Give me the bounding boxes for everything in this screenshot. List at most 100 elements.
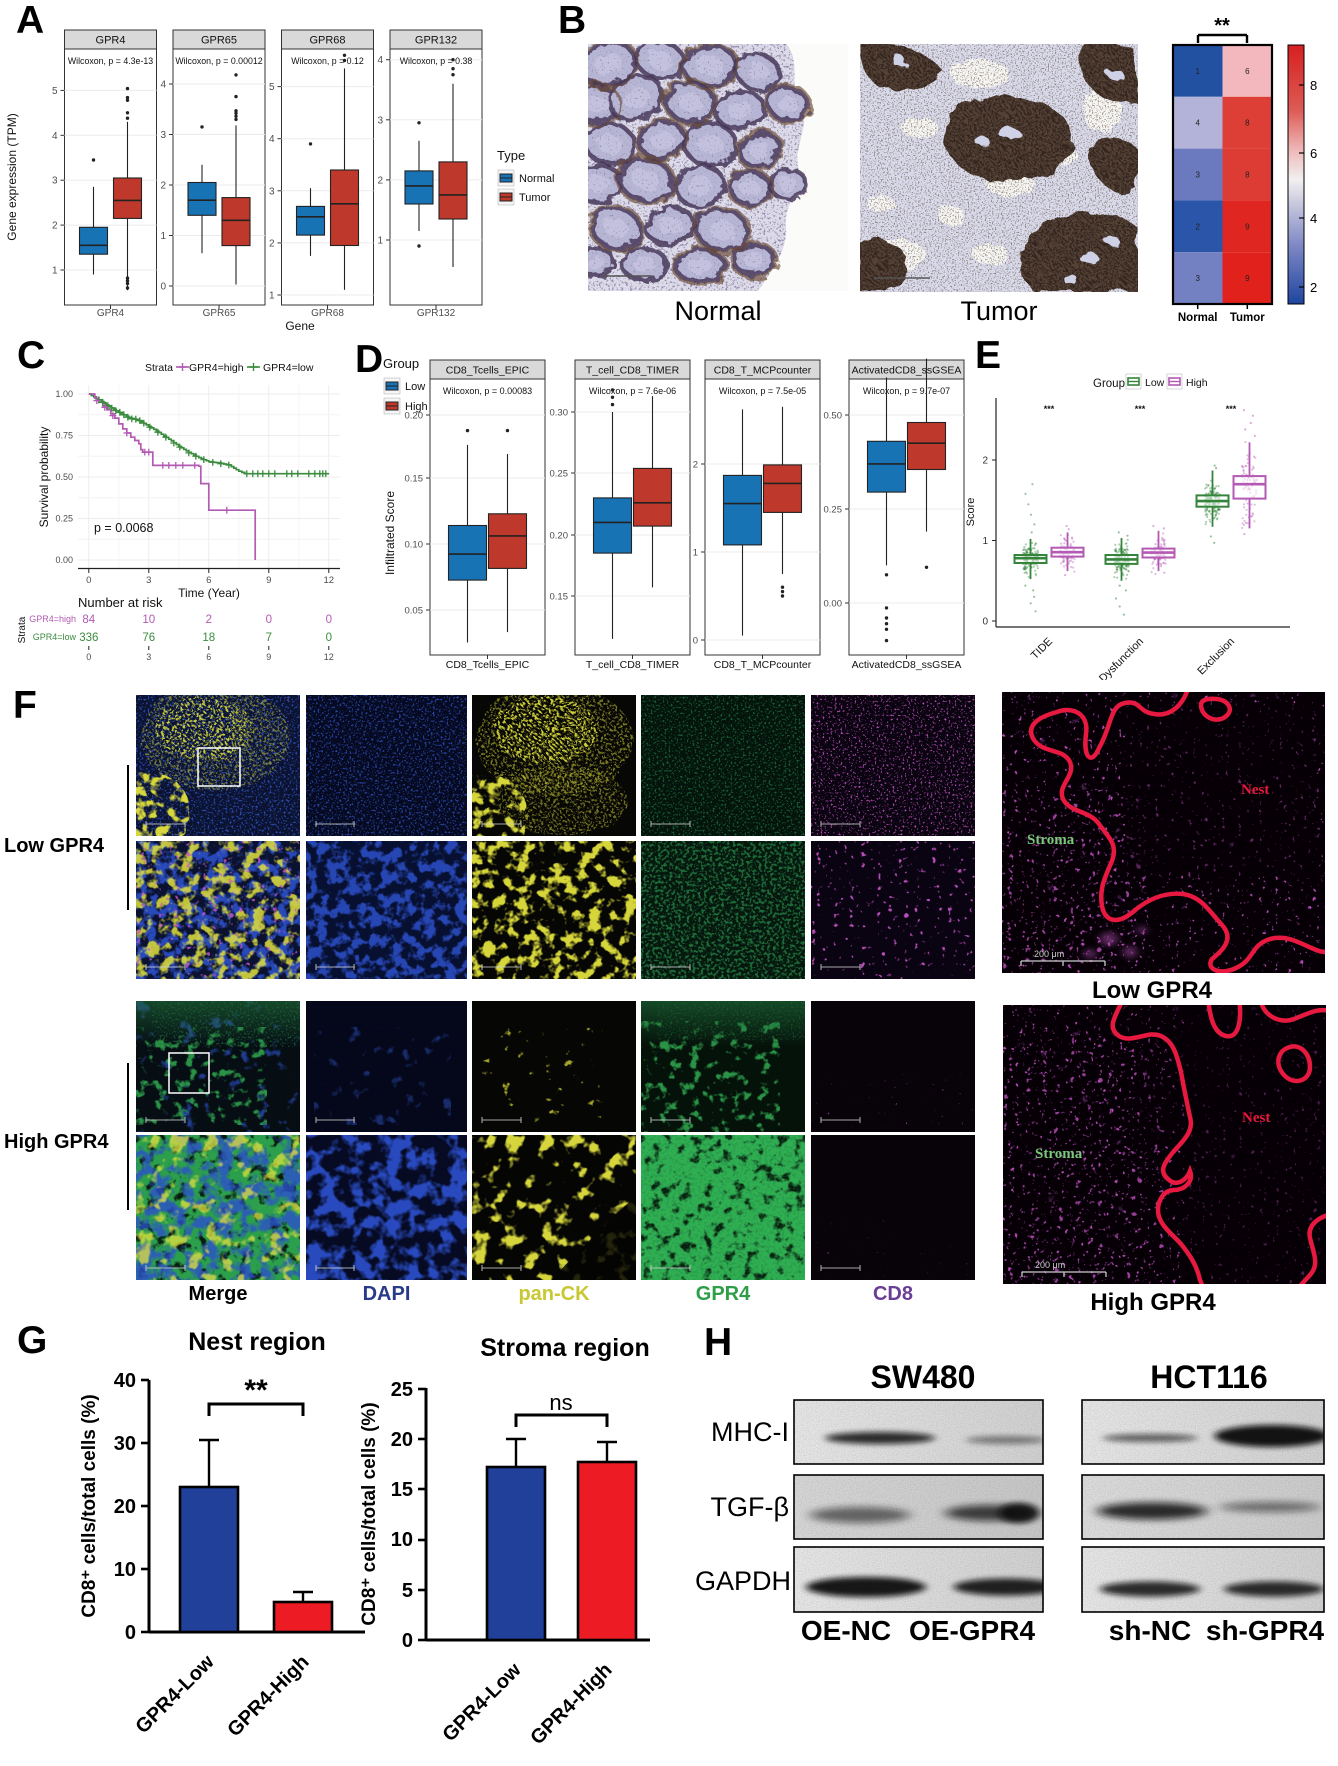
svg-text:2: 2 bbox=[1195, 222, 1200, 231]
svg-text:12: 12 bbox=[324, 575, 335, 586]
svg-text:0: 0 bbox=[693, 636, 698, 647]
svg-text:Stroma: Stroma bbox=[1035, 1146, 1083, 1162]
svg-text:0: 0 bbox=[160, 282, 166, 293]
svg-text:GAPDH: GAPDH bbox=[695, 1566, 791, 1596]
svg-text:0.75: 0.75 bbox=[55, 431, 73, 441]
svg-text:GPR4=low: GPR4=low bbox=[33, 632, 77, 642]
svg-text:Number at risk: Number at risk bbox=[78, 595, 163, 610]
svg-text:9: 9 bbox=[1245, 222, 1250, 231]
svg-text:CD8⁺ cells/total cells (%): CD8⁺ cells/total cells (%) bbox=[79, 1394, 100, 1617]
svg-text:15: 15 bbox=[391, 1479, 413, 1501]
svg-text:336: 336 bbox=[79, 632, 98, 644]
svg-text:Type: Type bbox=[497, 148, 525, 163]
svg-text:TIDE: TIDE bbox=[1029, 636, 1055, 662]
svg-text:Gene expression (TPM): Gene expression (TPM) bbox=[5, 113, 19, 240]
svg-text:4: 4 bbox=[269, 134, 275, 145]
svg-text:3: 3 bbox=[52, 176, 58, 187]
svg-text:GPR68: GPR68 bbox=[311, 308, 344, 319]
svg-text:0.25: 0.25 bbox=[55, 514, 73, 524]
svg-text:2: 2 bbox=[982, 456, 988, 467]
svg-text:1: 1 bbox=[377, 236, 383, 247]
svg-text:GPR68: GPR68 bbox=[309, 35, 345, 47]
svg-text:***: *** bbox=[1135, 404, 1146, 414]
svg-text:18: 18 bbox=[202, 632, 215, 644]
svg-text:Wilcoxon, p = 0.00012: Wilcoxon, p = 0.00012 bbox=[175, 56, 262, 66]
svg-text:0.05: 0.05 bbox=[405, 606, 424, 617]
svg-text:4: 4 bbox=[52, 131, 58, 142]
svg-text:sh-NC: sh-NC bbox=[1109, 1615, 1191, 1646]
svg-text:GPR4: GPR4 bbox=[97, 308, 125, 319]
svg-text:2: 2 bbox=[377, 175, 383, 186]
svg-text:9: 9 bbox=[1245, 274, 1250, 283]
svg-text:8: 8 bbox=[1245, 119, 1250, 128]
svg-text:5: 5 bbox=[269, 82, 275, 93]
svg-text:0.30: 0.30 bbox=[550, 408, 569, 419]
svg-text:GPR132: GPR132 bbox=[415, 35, 457, 47]
svg-text:4: 4 bbox=[1195, 119, 1200, 128]
svg-text:Score: Score bbox=[965, 498, 977, 527]
svg-text:6: 6 bbox=[206, 575, 211, 586]
svg-text:Wilcoxon, p = 0.38: Wilcoxon, p = 0.38 bbox=[400, 56, 473, 66]
svg-text:4: 4 bbox=[377, 55, 383, 66]
svg-text:GPR4-Low: GPR4-Low bbox=[438, 1659, 525, 1746]
svg-text:1.00: 1.00 bbox=[55, 389, 73, 399]
svg-text:ns: ns bbox=[549, 1390, 572, 1415]
svg-text:200 μm: 200 μm bbox=[1035, 1260, 1065, 1270]
svg-text:High: High bbox=[405, 401, 428, 413]
svg-text:OE-GPR4: OE-GPR4 bbox=[909, 1615, 1035, 1646]
svg-text:3: 3 bbox=[269, 186, 275, 197]
svg-text:GPR4=high: GPR4=high bbox=[189, 362, 244, 374]
svg-text:76: 76 bbox=[142, 632, 155, 644]
svg-text:0: 0 bbox=[326, 614, 332, 626]
svg-text:Low: Low bbox=[405, 381, 425, 393]
svg-text:Time (Year): Time (Year) bbox=[178, 586, 240, 600]
svg-text:Wilcoxon, p = 0.00083: Wilcoxon, p = 0.00083 bbox=[443, 386, 532, 396]
svg-text:4: 4 bbox=[1310, 211, 1317, 226]
svg-text:3: 3 bbox=[1195, 171, 1200, 180]
svg-text:4: 4 bbox=[160, 80, 166, 91]
svg-text:Strata: Strata bbox=[17, 616, 28, 643]
svg-text:1: 1 bbox=[269, 291, 275, 302]
svg-text:Wilcoxon, p = 0.12: Wilcoxon, p = 0.12 bbox=[291, 56, 364, 66]
svg-text:***: *** bbox=[1044, 404, 1055, 414]
svg-text:T_cell_CD8_TIMER: T_cell_CD8_TIMER bbox=[586, 365, 680, 377]
svg-text:5: 5 bbox=[402, 1580, 413, 1602]
svg-text:GPR4-High: GPR4-High bbox=[223, 1651, 313, 1741]
svg-text:20: 20 bbox=[114, 1496, 136, 1518]
svg-text:0: 0 bbox=[86, 652, 91, 662]
svg-text:1: 1 bbox=[693, 548, 698, 559]
svg-text:Nest: Nest bbox=[1241, 782, 1269, 798]
svg-text:Wilcoxon, p = 4.3e-13: Wilcoxon, p = 4.3e-13 bbox=[68, 56, 153, 66]
svg-text:0.25: 0.25 bbox=[824, 505, 843, 516]
svg-text:3: 3 bbox=[1195, 274, 1200, 283]
svg-text:High: High bbox=[1186, 377, 1208, 389]
svg-text:CD8_Tcells_EPIC: CD8_Tcells_EPIC bbox=[446, 365, 530, 377]
svg-text:SW480: SW480 bbox=[871, 1359, 976, 1395]
svg-text:30: 30 bbox=[114, 1433, 136, 1455]
svg-text:0: 0 bbox=[982, 617, 988, 628]
svg-text:0.00: 0.00 bbox=[55, 555, 73, 565]
svg-text:Gene: Gene bbox=[285, 319, 315, 333]
svg-text:Tumor: Tumor bbox=[519, 192, 551, 204]
svg-text:GPR4: GPR4 bbox=[96, 35, 126, 47]
svg-text:8: 8 bbox=[1245, 171, 1250, 180]
svg-text:Normal: Normal bbox=[1178, 312, 1218, 324]
svg-text:CD8⁺ cells/total cells (%): CD8⁺ cells/total cells (%) bbox=[359, 1402, 380, 1625]
svg-text:Wilcoxon, p = 7.6e-06: Wilcoxon, p = 7.6e-06 bbox=[589, 386, 676, 396]
svg-text:HCT116: HCT116 bbox=[1150, 1359, 1267, 1395]
svg-text:1: 1 bbox=[1195, 67, 1200, 76]
svg-text:9: 9 bbox=[266, 652, 271, 662]
svg-text:Nest region: Nest region bbox=[188, 1328, 326, 1356]
svg-text:0: 0 bbox=[326, 632, 332, 644]
svg-text:25: 25 bbox=[391, 1379, 413, 1401]
svg-text:0.15: 0.15 bbox=[550, 592, 569, 603]
svg-text:7: 7 bbox=[266, 632, 272, 644]
svg-text:Survival probability: Survival probability bbox=[37, 427, 51, 528]
svg-text:Group: Group bbox=[383, 356, 419, 371]
svg-text:CD8_T_MCPcounter: CD8_T_MCPcounter bbox=[714, 365, 812, 377]
svg-text:GPR132: GPR132 bbox=[417, 308, 456, 319]
svg-text:2: 2 bbox=[1310, 280, 1317, 295]
svg-text:0.50: 0.50 bbox=[824, 411, 843, 422]
svg-text:0.15: 0.15 bbox=[405, 474, 424, 485]
svg-text:10: 10 bbox=[142, 614, 155, 626]
